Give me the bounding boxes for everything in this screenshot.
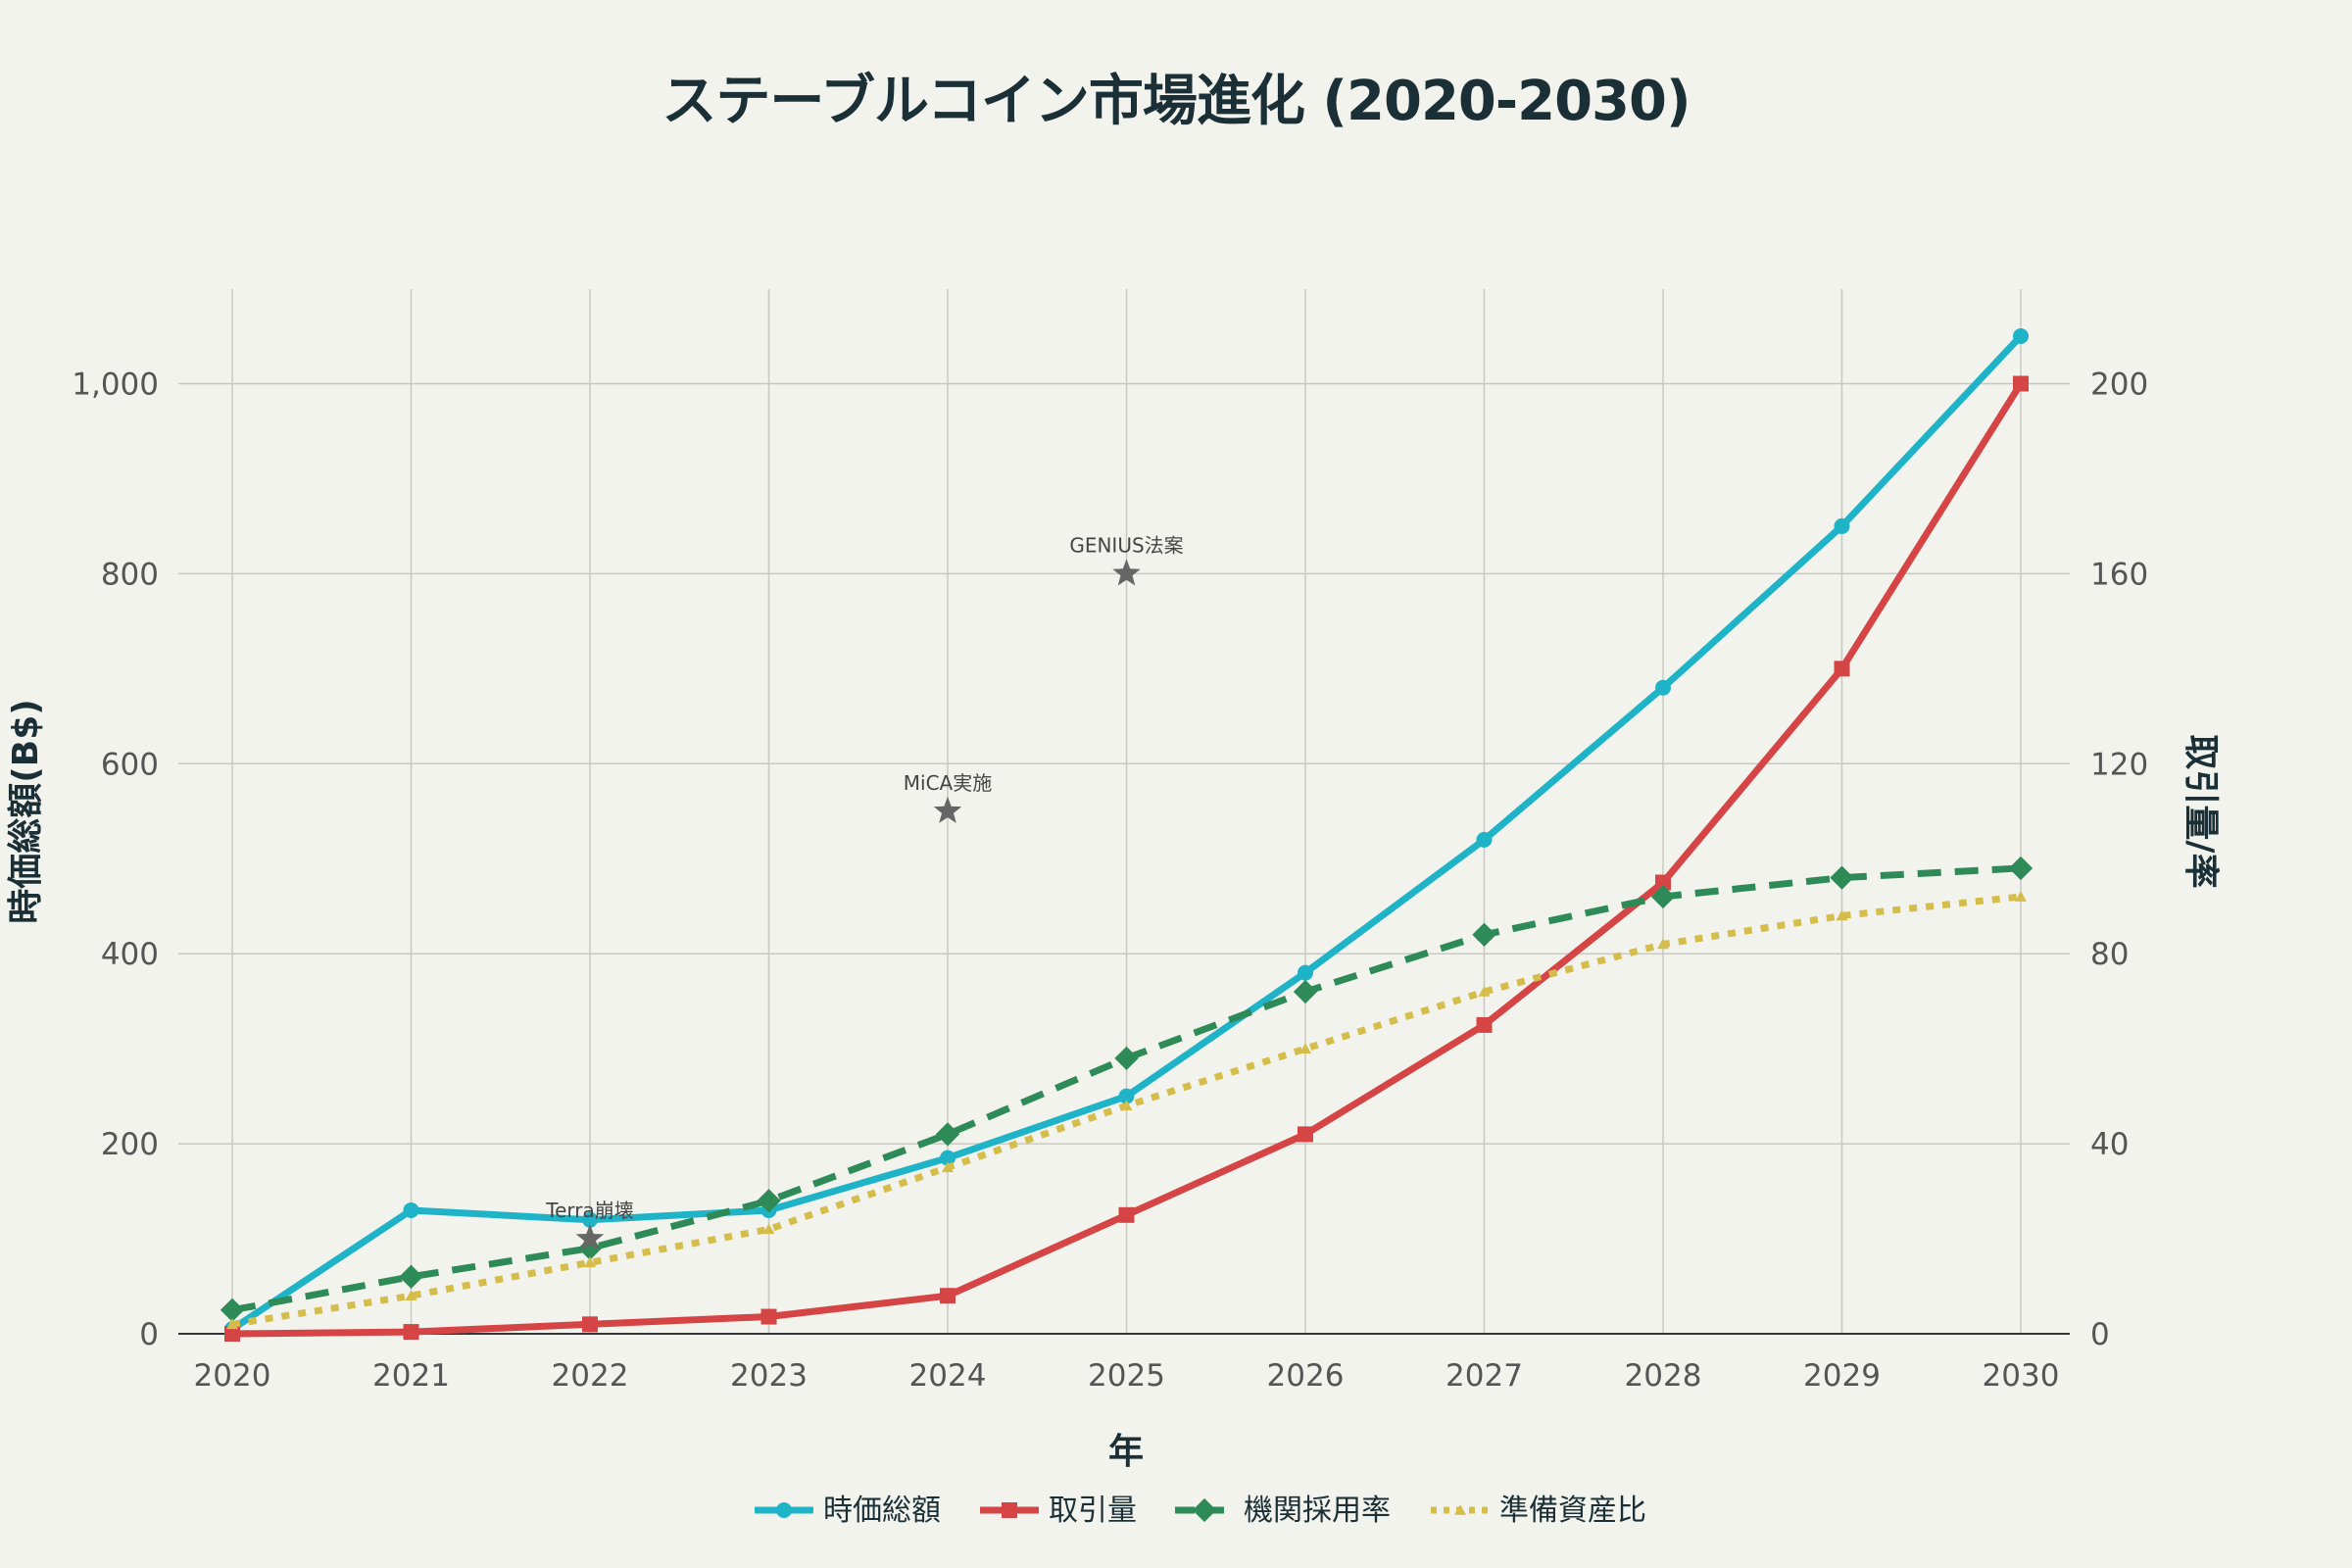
x-tick-label: 2022 bbox=[552, 1358, 629, 1394]
y-right-tick-label: 40 bbox=[2090, 1127, 2129, 1162]
data-point bbox=[226, 1318, 238, 1330]
annotation-label: MiCA実施 bbox=[904, 771, 992, 795]
data-point bbox=[1472, 922, 1496, 947]
legend-item-3[interactable]: 機関採用率 bbox=[1175, 1494, 1391, 1528]
data-point bbox=[2013, 328, 2029, 345]
data-point bbox=[577, 1236, 603, 1260]
legend-label: 取引量 bbox=[1049, 1494, 1137, 1528]
x-tick-label: 2025 bbox=[1088, 1358, 1165, 1394]
legend-item-4[interactable]: 準備資産比 bbox=[1431, 1494, 1646, 1528]
data-point bbox=[935, 1122, 960, 1147]
y-left-tick-label: 1,000 bbox=[72, 368, 159, 403]
y-right-axis-title: 取引量/率 bbox=[2180, 734, 2221, 888]
data-point bbox=[1478, 985, 1491, 997]
data-point bbox=[403, 1201, 419, 1218]
data-point bbox=[1476, 831, 1493, 848]
legend-label: 機関採用率 bbox=[1244, 1494, 1391, 1528]
data-point bbox=[1476, 1016, 1493, 1033]
annotations: Terra崩壊 MiCA実施 GENIUS法案 bbox=[545, 533, 1184, 1251]
data-point bbox=[582, 1211, 598, 1228]
series-3 bbox=[220, 856, 2034, 1322]
data-point bbox=[942, 1161, 954, 1173]
data-point bbox=[399, 1264, 423, 1289]
legend-label: 準備資産比 bbox=[1499, 1494, 1646, 1528]
data-point bbox=[2008, 856, 2034, 881]
y-left-tick-label: 400 bbox=[101, 937, 159, 972]
data-point bbox=[1114, 1046, 1139, 1070]
legend-marker bbox=[1454, 1504, 1466, 1515]
y-left-tick-label: 800 bbox=[101, 557, 159, 592]
data-point bbox=[1299, 1043, 1311, 1054]
y-left-tick-label: 0 bbox=[139, 1317, 159, 1352]
x-tick-label: 2029 bbox=[1803, 1358, 1881, 1394]
data-point bbox=[1657, 938, 1669, 950]
legend-marker bbox=[1192, 1497, 1217, 1523]
x-tick-label: 2024 bbox=[909, 1358, 987, 1394]
annotation-label: GENIUS法案 bbox=[1069, 533, 1183, 557]
data-point bbox=[940, 1288, 956, 1304]
grid bbox=[178, 289, 2070, 1335]
legend-label: 時価総額 bbox=[823, 1494, 941, 1528]
data-point bbox=[2015, 891, 2027, 902]
y-left-axis-title: 時価総額(B$) bbox=[6, 699, 46, 923]
data-point bbox=[582, 1316, 598, 1333]
data-point bbox=[1834, 661, 1850, 677]
x-tick-label: 2027 bbox=[1446, 1358, 1523, 1394]
legend[interactable]: 時価総額 取引量 機関採用率 準備資産比 bbox=[755, 1494, 1646, 1528]
x-tick-label: 2021 bbox=[372, 1358, 450, 1394]
data-point bbox=[1834, 517, 1850, 534]
data-point bbox=[1655, 874, 1671, 891]
data-point bbox=[1120, 1100, 1133, 1111]
series-layer bbox=[220, 328, 2034, 1342]
data-point bbox=[403, 1324, 419, 1341]
y-right-tick-label: 160 bbox=[2090, 557, 2148, 592]
x-tick-label: 2026 bbox=[1267, 1358, 1345, 1394]
data-point bbox=[760, 1308, 777, 1325]
data-point bbox=[1836, 909, 1848, 921]
x-tick-label: 2020 bbox=[194, 1358, 271, 1394]
y-left-tick-label: 200 bbox=[101, 1127, 159, 1162]
data-point bbox=[1118, 1206, 1135, 1223]
data-point bbox=[1650, 884, 1676, 909]
x-tick-label: 2028 bbox=[1625, 1358, 1702, 1394]
x-tick-label: 2023 bbox=[730, 1358, 808, 1394]
y-right-tick-label: 200 bbox=[2090, 368, 2148, 403]
data-point bbox=[584, 1256, 596, 1268]
data-point bbox=[940, 1150, 956, 1166]
y-right-tick-label: 80 bbox=[2090, 937, 2129, 972]
annotation-label: Terra崩壊 bbox=[545, 1199, 633, 1222]
data-point bbox=[762, 1223, 775, 1235]
data-point bbox=[1298, 964, 1313, 981]
legend-marker bbox=[776, 1502, 792, 1518]
annotation-star-icon bbox=[575, 1224, 605, 1251]
data-point bbox=[1655, 679, 1671, 696]
chart-title: ステーブルコイン市場進化 (2020-2030) bbox=[662, 70, 1690, 133]
series-2 bbox=[224, 375, 2029, 1342]
axes: 2020 2021 2022 2023 2024 2025 2026 2027 2028 2029… bbox=[6, 368, 2221, 1473]
y-right-tick-label: 0 bbox=[2090, 1317, 2110, 1352]
annotation-star-icon bbox=[1112, 559, 1141, 586]
y-left-tick-label: 600 bbox=[101, 747, 159, 782]
data-point bbox=[2013, 375, 2029, 392]
data-point bbox=[757, 1189, 781, 1213]
data-point bbox=[405, 1290, 417, 1301]
y-right-tick-label: 120 bbox=[2090, 747, 2148, 782]
data-point bbox=[220, 1298, 245, 1322]
series-4 bbox=[226, 891, 2027, 1330]
data-point bbox=[1298, 1126, 1313, 1143]
data-point bbox=[1118, 1088, 1135, 1104]
legend-item-2[interactable]: 取引量 bbox=[980, 1494, 1137, 1528]
x-axis-title: 年 bbox=[1108, 1432, 1144, 1472]
x-tick-label: 2030 bbox=[1983, 1358, 2060, 1394]
data-point bbox=[224, 1326, 240, 1342]
data-point bbox=[1830, 865, 1854, 890]
annotation-star-icon bbox=[933, 796, 962, 823]
legend-marker bbox=[1002, 1502, 1017, 1518]
legend-item-1[interactable]: 時価総額 bbox=[755, 1494, 941, 1528]
series-1 bbox=[224, 328, 2029, 1338]
data-point bbox=[1293, 979, 1318, 1004]
